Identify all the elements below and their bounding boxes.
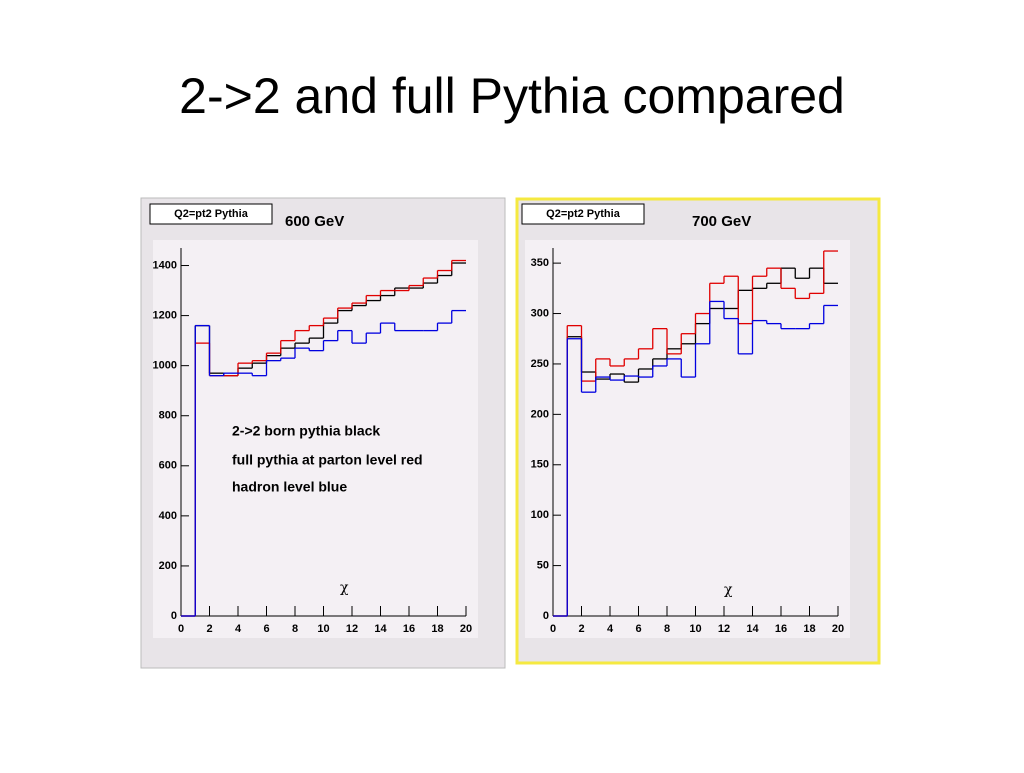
x-tick-label: 6 (263, 623, 269, 635)
x-tick-label: 14 (374, 623, 387, 635)
y-tick-label: 350 (531, 257, 549, 269)
x-tick-label: 6 (635, 623, 641, 635)
x-tick-label: 20 (832, 623, 844, 635)
annotation: hadron level blue (232, 479, 347, 495)
y-tick-label: 150 (531, 459, 549, 471)
y-tick-label: 1000 (153, 360, 177, 372)
x-axis-label: χ (340, 580, 349, 596)
y-tick-label: 200 (531, 408, 549, 420)
x-tick-label: 16 (403, 623, 415, 635)
x-axis-label: χ (724, 582, 733, 598)
panel-label: Q2=pt2 Pythia (174, 208, 249, 220)
x-tick-label: 2 (578, 623, 584, 635)
x-tick-label: 10 (689, 623, 701, 635)
y-tick-label: 50 (537, 559, 549, 571)
x-tick-label: 8 (292, 623, 298, 635)
y-tick-label: 300 (531, 307, 549, 319)
plot-area (153, 240, 478, 638)
annotation: 2->2 born pythia black (232, 423, 380, 439)
y-tick-label: 400 (159, 510, 177, 522)
x-tick-label: 0 (178, 623, 184, 635)
x-tick-label: 12 (718, 623, 730, 635)
x-tick-label: 2 (206, 623, 212, 635)
label-box (149, 203, 273, 225)
y-tick-label: 0 (543, 610, 549, 622)
x-tick-label: 4 (235, 623, 242, 635)
panel-label: Q2=pt2 Pythia (546, 208, 621, 220)
chart-title: 700 GeV (692, 213, 751, 230)
x-tick-label: 4 (607, 623, 614, 635)
annotation: full pythia at parton level red (232, 452, 423, 468)
chart-title: 600 GeV (285, 213, 344, 230)
x-tick-label: 18 (431, 623, 443, 635)
y-tick-label: 0 (171, 610, 177, 622)
x-tick-label: 18 (803, 623, 815, 635)
x-tick-label: 8 (664, 623, 670, 635)
x-tick-label: 14 (746, 623, 759, 635)
x-tick-label: 12 (346, 623, 358, 635)
y-tick-label: 250 (531, 358, 549, 370)
label-box (521, 203, 645, 225)
plot-area (525, 240, 850, 638)
y-tick-label: 1400 (153, 259, 177, 271)
x-tick-label: 16 (775, 623, 787, 635)
slide-title: 2->2 and full Pythia compared (179, 68, 845, 124)
y-tick-label: 200 (159, 560, 177, 572)
y-tick-label: 600 (159, 460, 177, 472)
x-tick-label: 10 (317, 623, 329, 635)
x-tick-label: 20 (460, 623, 472, 635)
x-tick-label: 0 (550, 623, 556, 635)
y-tick-label: 800 (159, 410, 177, 422)
y-tick-label: 100 (531, 509, 549, 521)
y-tick-label: 1200 (153, 309, 177, 321)
